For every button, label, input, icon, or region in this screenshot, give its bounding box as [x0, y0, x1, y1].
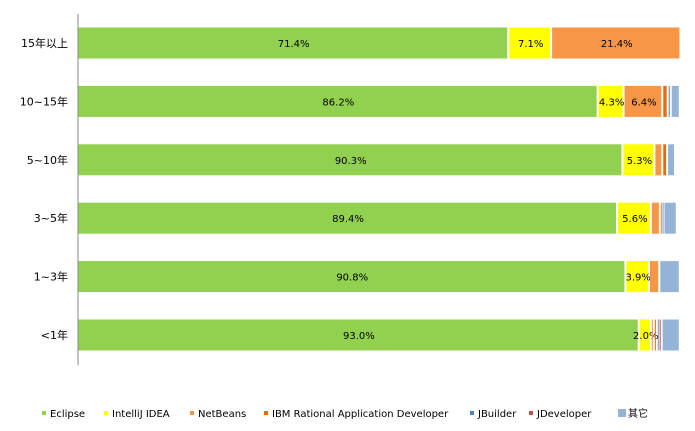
legend-label: Eclipse [50, 409, 85, 420]
legend-swatch [190, 411, 194, 415]
category-label: 10~15年 [20, 94, 68, 108]
legend-label: 其它 [628, 407, 648, 420]
bars-layer: 71.4% 7.1% 21.4% 86.2% 4.3% 6.4% 90.3% 5.3% 89.4… [78, 27, 680, 351]
legend-label: JDeveloper [536, 409, 592, 420]
bar-segment [78, 261, 625, 293]
legend-item: IBM Rational Application Developer [264, 409, 449, 420]
category-label: 15年以上 [21, 36, 68, 50]
legend: Eclipse IntelliJ IDEA NetBeans IBM Rational… [42, 407, 648, 420]
bar-segment [649, 261, 659, 293]
bar-segment [651, 319, 653, 351]
category-label: 5~10年 [27, 153, 68, 167]
legend-item: JBuilder [470, 409, 517, 420]
bar-segment [660, 261, 679, 293]
bar-segment [623, 144, 654, 176]
legend-swatch [264, 411, 268, 415]
legend-item: Eclipse [42, 409, 85, 420]
data-label: 90.3% [335, 156, 367, 167]
bar-segment [624, 85, 662, 117]
legend-item: NetBeans [190, 409, 246, 420]
bar-segment [78, 27, 508, 59]
bar-segment [78, 144, 622, 176]
data-label: 90.8% [336, 273, 368, 284]
data-label: 7.1% [518, 39, 543, 50]
bar-segment [626, 261, 648, 293]
bar-segment [659, 319, 661, 351]
data-label: 5.3% [627, 156, 652, 167]
bar-segment [660, 202, 662, 234]
bar-segment [639, 319, 650, 351]
legend-swatch [104, 411, 108, 415]
bar-segment [662, 202, 664, 234]
bar-segment [662, 319, 679, 351]
legend-item: IntelliJ IDEA [104, 409, 170, 420]
bar-segment [671, 85, 679, 117]
category-label: <1年 [41, 328, 68, 342]
bar-segment [654, 319, 656, 351]
data-label: 4.3% [599, 97, 624, 108]
legend-item: 其它 [618, 407, 648, 420]
category-axis-labels: 15年以上 10~15年 5~10年 3~5年 1~3年 <1年 [20, 36, 68, 342]
legend-label: NetBeans [198, 409, 246, 420]
bar-segment [509, 27, 551, 59]
data-label: 2.0% [633, 331, 658, 342]
category-label: 1~3年 [34, 270, 68, 284]
category-label: 3~5年 [34, 211, 68, 225]
data-label: 6.4% [631, 97, 656, 108]
bar-segment [552, 27, 680, 59]
data-label: 21.4% [601, 39, 633, 50]
legend-swatch [618, 409, 626, 417]
bar-segment [598, 85, 623, 117]
bar-segment [617, 202, 650, 234]
data-label: 86.2% [322, 97, 354, 108]
bar-segment [663, 144, 667, 176]
bar-segment [668, 144, 674, 176]
bar-segment [668, 85, 670, 117]
legend-swatch [470, 411, 474, 415]
data-label: 3.9% [626, 273, 651, 284]
bar-segment [78, 85, 597, 117]
data-label: 5.6% [622, 214, 647, 225]
legend-label: IBM Rational Application Developer [272, 409, 449, 420]
bar-segment [78, 202, 616, 234]
legend-label: IntelliJ IDEA [112, 409, 170, 420]
data-label: 89.4% [332, 214, 364, 225]
bar-segment [663, 85, 667, 117]
legend-item: JDeveloper [529, 409, 592, 420]
data-label: 93.0% [343, 331, 375, 342]
legend-swatch [529, 411, 533, 415]
legend-swatch [42, 411, 46, 415]
bar-segment [657, 319, 659, 351]
bar-segment [664, 202, 676, 234]
bar-segment [78, 319, 638, 351]
data-label: 71.4% [278, 39, 310, 50]
legend-label: JBuilder [477, 409, 517, 420]
bar-segment [655, 144, 662, 176]
bar-segment [651, 202, 659, 234]
